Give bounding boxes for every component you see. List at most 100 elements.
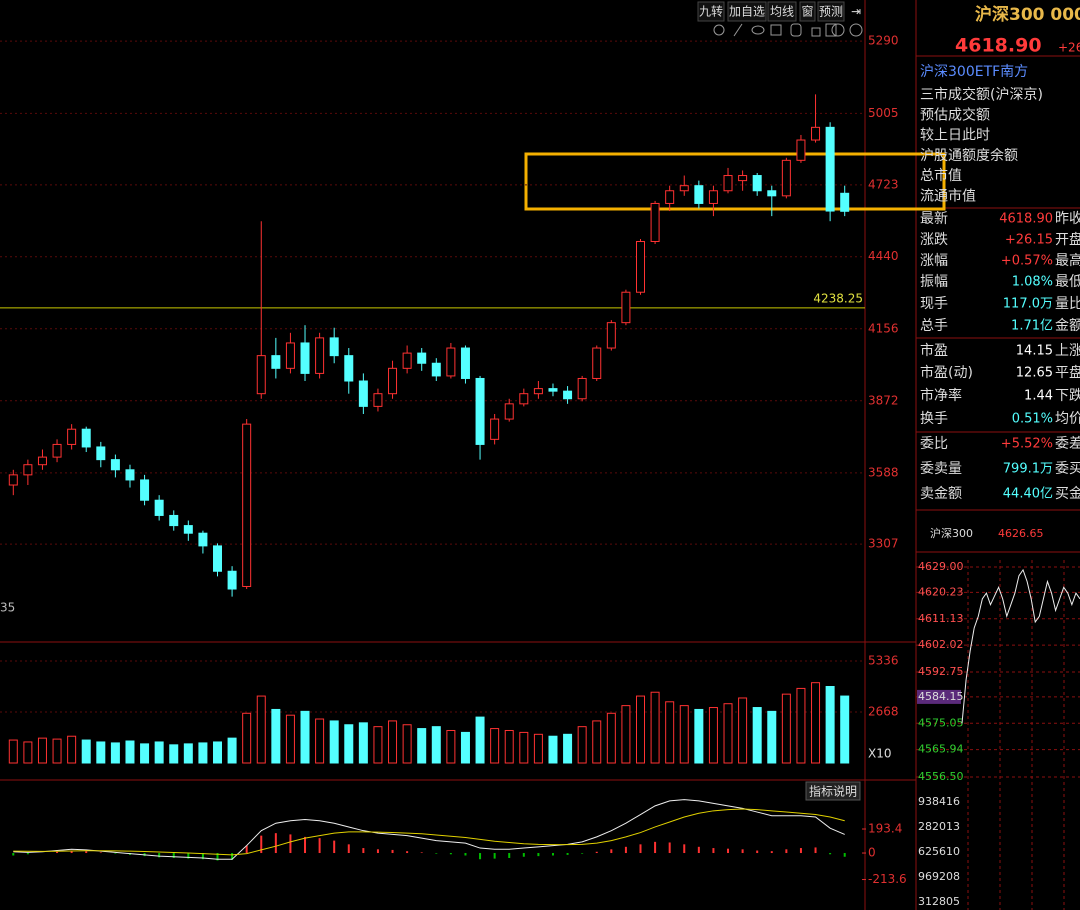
candle-body: [475, 377, 485, 445]
toolbar-icons: [713, 23, 863, 37]
volume-bar: [140, 743, 150, 764]
y-tick-label: 4556.50: [918, 770, 964, 783]
toolbar-button[interactable]: [817, 1, 845, 22]
icon[interactable]: [825, 23, 837, 37]
icon[interactable]: [770, 24, 782, 36]
volume-bar: [431, 726, 441, 764]
volume-bar: [504, 729, 514, 764]
candle-body: [110, 459, 120, 471]
icon[interactable]: [849, 23, 863, 37]
candle-body: [227, 570, 237, 590]
toolbar-button[interactable]: [767, 1, 797, 22]
toolbar-button-label[interactable]: 预测: [819, 5, 843, 19]
candle-body: [796, 139, 806, 161]
row-label: 涨跌: [920, 232, 948, 248]
volume-label: 938416: [918, 795, 960, 808]
toolbar-button[interactable]: [727, 1, 767, 22]
row-label: 市盈: [920, 342, 948, 359]
toolbar-button-label[interactable]: 窗: [801, 5, 813, 19]
volume-bar: [694, 708, 704, 764]
candle-body: [373, 393, 383, 407]
candle-body: [417, 352, 427, 364]
volume-bar: [271, 708, 281, 764]
y-tick-label: 4611.13: [918, 612, 964, 625]
y-tick-label: 4584.15: [918, 690, 964, 703]
volume-bar: [154, 741, 164, 764]
icon[interactable]: [811, 27, 821, 37]
info-item: 沪股通额度余额: [920, 147, 1018, 164]
volume-bar: [723, 703, 733, 764]
volume-bar: [636, 695, 645, 764]
candle-body: [96, 446, 106, 461]
indicator-button-label[interactable]: 指标说明: [809, 784, 857, 799]
candle-body: [548, 388, 558, 392]
candle-body: [446, 347, 456, 377]
volume-bar: [417, 728, 427, 764]
volume-bar: [533, 733, 543, 764]
candle-body: [752, 175, 762, 192]
candle-body: [723, 175, 733, 192]
toolbar-button[interactable]: [697, 1, 725, 22]
y-tick-label: 0: [868, 846, 876, 860]
volume-bar: [227, 737, 237, 764]
row-label: 最新: [920, 211, 948, 227]
volume-bar: [621, 705, 631, 764]
candle-body: [519, 393, 529, 405]
y-tick-label: 5290: [868, 34, 899, 48]
candle-body: [183, 525, 193, 534]
quote-price: 4618.90: [955, 35, 1042, 57]
icon[interactable]: [713, 24, 725, 36]
volume-bar: [446, 729, 456, 764]
y-tick-label: 4602.02: [918, 638, 964, 651]
volume-bar: [23, 741, 33, 764]
toolbar-button[interactable]: [799, 1, 816, 22]
candle-body: [285, 342, 295, 369]
candle-body: [606, 322, 616, 349]
volume-bar: [490, 728, 500, 764]
left-label: 35: [0, 601, 15, 615]
row-value: 4618.90: [999, 212, 1053, 227]
y-tick-label: 5005: [868, 106, 899, 120]
toolbar-button-label[interactable]: 均线: [770, 5, 794, 19]
candle-body: [592, 347, 602, 379]
icon[interactable]: [733, 23, 743, 37]
volume-bar: [169, 744, 179, 764]
indicator-button[interactable]: [805, 781, 861, 801]
candle-body: [329, 337, 339, 357]
candle-body: [665, 190, 675, 204]
info-item: 三市成交额(沪深京): [920, 86, 1043, 103]
icon[interactable]: [790, 23, 802, 37]
fund-link[interactable]: 沪深300ETF南方: [920, 64, 1028, 80]
icon[interactable]: [831, 23, 845, 37]
quote-change: +26.1: [1058, 41, 1080, 55]
candle-body: [490, 418, 500, 440]
info-item: 较上日此时: [920, 128, 990, 144]
toolbar-button-label[interactable]: 九转: [699, 4, 723, 19]
row-label: 换手: [920, 410, 948, 427]
macd-line: [13, 799, 845, 860]
candle-body: [81, 428, 91, 448]
candle-body: [388, 367, 398, 395]
toolbar-arrow[interactable]: ⇥: [851, 5, 861, 19]
volume-bar: [825, 686, 835, 764]
volume-bar: [563, 733, 573, 764]
row-extra: 买金: [1055, 486, 1080, 502]
volume-bar: [125, 740, 135, 764]
volume-bar: [315, 718, 325, 764]
row-value: 799.1万: [1003, 462, 1053, 477]
candle-body: [213, 545, 222, 572]
toolbar-button-label[interactable]: 加自选: [729, 5, 765, 19]
icon[interactable]: [751, 25, 765, 35]
intraday-price: 4626.65: [998, 527, 1044, 540]
row-label: 现手: [920, 296, 948, 312]
row-label: 委卖量: [920, 461, 962, 477]
highlight-box: [524, 152, 946, 211]
row-value: 1.44: [1024, 389, 1053, 404]
row-value: +26.15: [1005, 233, 1053, 248]
candle-body: [344, 355, 354, 382]
volume-label: 282013: [918, 820, 960, 833]
volume-bar: [96, 741, 106, 764]
volume-bar: [285, 714, 295, 764]
candle-body: [636, 240, 645, 293]
row-extra: 最高: [1055, 252, 1080, 269]
